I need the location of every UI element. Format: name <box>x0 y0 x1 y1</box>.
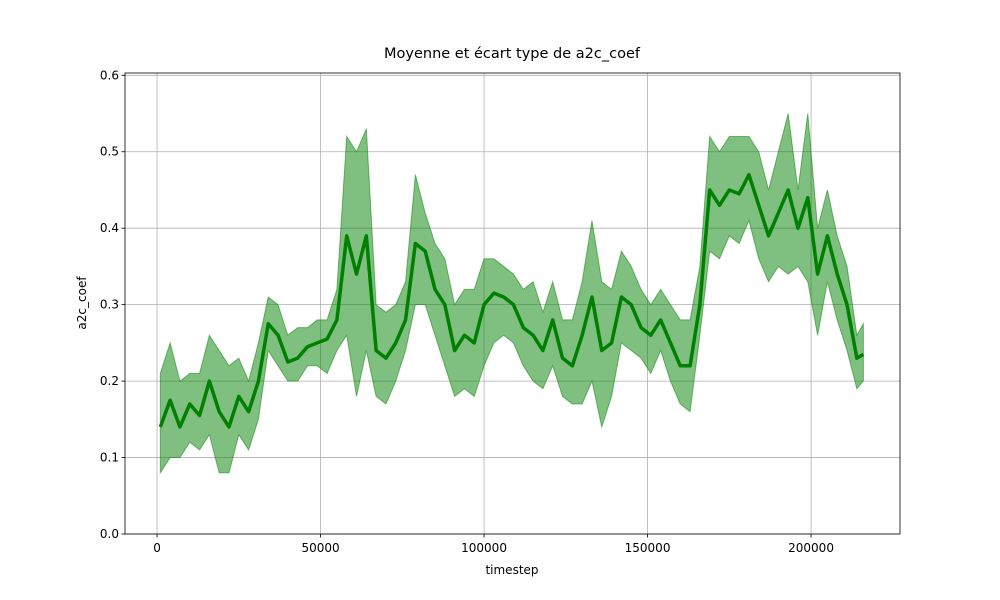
x-tick-label: 100000 <box>461 541 507 555</box>
x-tick-label: 150000 <box>625 541 671 555</box>
plot-area: 0.0 0.1 0.2 0.3 0.4 0.5 0.6 0 50000 100000 150000 2… <box>100 68 900 555</box>
y-tick-label: 0.1 <box>100 451 119 465</box>
x-tick-label: 0 <box>153 541 161 555</box>
y-tick-label: 0.6 <box>100 68 119 82</box>
y-tick-label: 0.0 <box>100 527 119 541</box>
axes-frame <box>124 72 901 535</box>
x-tick-label: 50000 <box>301 541 339 555</box>
chart-title: Moyenne et écart type de a2c_coef <box>384 46 641 62</box>
y-tick-label: 0.5 <box>100 145 119 159</box>
y-tick-label: 0.4 <box>100 221 119 235</box>
x-tick-label: 200000 <box>788 541 834 555</box>
y-tick-label: 0.2 <box>100 374 119 388</box>
y-axis-label: a2c_coef <box>75 276 89 330</box>
x-axis-label: timestep <box>485 563 538 577</box>
std-band <box>159 113 864 475</box>
y-tick-label: 0.3 <box>100 298 119 312</box>
mean-line <box>158 172 865 429</box>
